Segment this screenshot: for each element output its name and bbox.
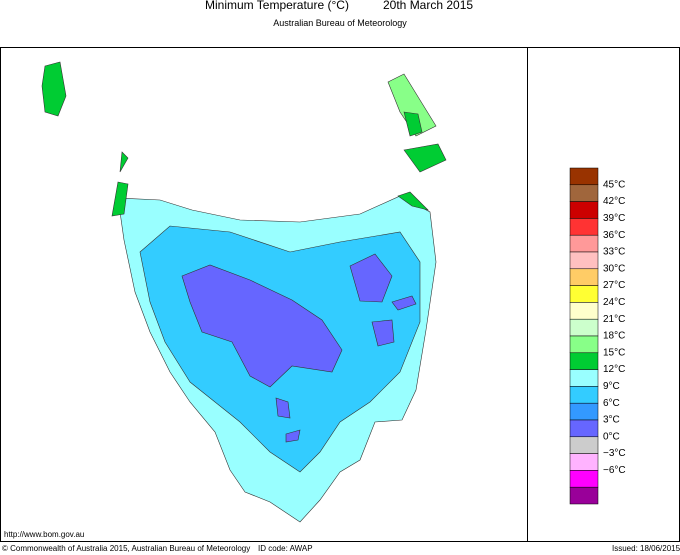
legend-label: 9°C [603,381,620,392]
zone-3-6 [285,429,301,443]
legend-swatch [569,302,599,320]
legend-swatch [569,335,599,354]
legend-swatch [569,419,599,438]
legend-label: 36°C [603,230,625,241]
legend-label: 30°C [603,263,625,274]
zone-3-6 [371,319,395,347]
legend-swatch [569,318,599,337]
title: Minimum Temperature (°C) [205,0,349,12]
date: 20th March 2015 [383,0,473,12]
island [403,111,423,137]
legend-label: 3°C [603,415,620,426]
island [111,181,129,217]
legend-label: 15°C [603,347,625,358]
subtitle: Australian Bureau of Meteorology [273,18,407,28]
legend-label: −3°C [603,448,626,459]
copyright: © Commonwealth of Australia 2015, Austra… [2,544,250,553]
legend-label: 45°C [603,179,625,190]
legend-swatch [569,352,599,370]
legend-label: 39°C [603,213,625,224]
legend-label: 21°C [603,314,625,325]
legend-swatch [569,201,599,219]
legend: 45°C 42°C 39°C 36°C 33°C 30°C 27°C 24°C 21°C 18°C… [569,167,626,505]
legend-swatch [569,470,599,488]
zone-3-6 [181,264,343,388]
island [41,61,67,117]
legend-swatch [569,486,599,505]
zone-3-6 [349,253,393,303]
legend-label: 27°C [603,280,625,291]
legend-swatch [569,453,599,471]
zone-3-6 [391,295,417,311]
legend-label: 12°C [603,364,625,375]
id-code: ID code: AWAP [258,544,313,553]
legend-label: 42°C [603,196,625,207]
legend-swatch [569,184,599,202]
legend-label: 18°C [603,331,625,342]
legend-label: 6°C [603,398,620,409]
zone-3-6 [275,397,291,419]
tasmania [41,61,447,523]
island [397,191,429,211]
legend-label: 24°C [603,297,625,308]
legend-swatch [569,369,599,387]
legend-swatch [569,402,599,421]
island [403,143,447,173]
island [119,151,129,173]
legend-label: 0°C [603,431,620,442]
url: http://www.bom.gov.au [4,530,84,539]
legend-swatch [569,218,599,236]
legend-swatch [569,285,599,303]
legend-swatch [569,436,599,454]
legend-label: −6°C [603,465,626,476]
legend-label: 33°C [603,247,625,258]
legend-swatch [569,268,599,286]
legend-swatch [569,386,599,404]
legend-swatch [569,234,599,253]
issued: Issued: 18/06/2015 [612,544,680,553]
legend-swatch [569,167,599,186]
island [387,73,437,137]
legend-swatch [569,251,599,270]
